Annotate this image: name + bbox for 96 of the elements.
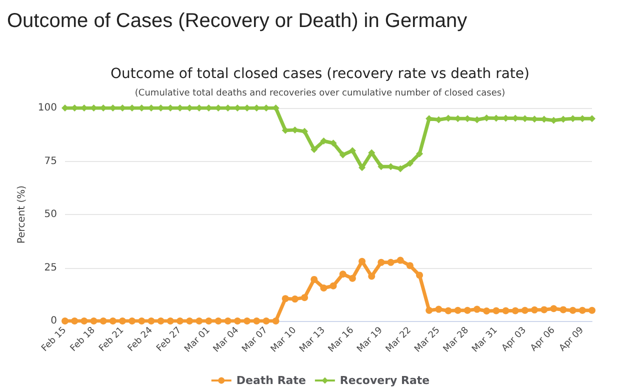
point	[521, 306, 528, 314]
point	[128, 318, 136, 324]
point	[531, 306, 538, 314]
point	[224, 318, 232, 324]
point	[368, 149, 376, 156]
point	[358, 258, 366, 265]
x-tick-label: Feb 27	[155, 325, 184, 354]
point	[588, 306, 596, 314]
x-tick-label: Mar 01	[183, 325, 212, 355]
x-tick-label: Feb 21	[98, 325, 126, 354]
point	[492, 307, 500, 314]
x-tick-label: Apr 09	[558, 325, 586, 354]
point	[310, 146, 318, 154]
point	[396, 256, 404, 264]
point	[109, 318, 116, 324]
x-tick-label: Feb 24	[126, 325, 155, 354]
point	[176, 318, 184, 324]
x-tick-label: Feb 15	[40, 325, 69, 354]
legend-label: Recovery Rate	[340, 374, 430, 387]
point	[301, 294, 308, 302]
y-tick-label: 100	[38, 102, 57, 114]
x-tick-label: Mar 16	[326, 325, 356, 355]
point	[454, 306, 462, 314]
point	[330, 140, 337, 147]
point	[186, 318, 194, 324]
point	[578, 306, 586, 314]
point	[90, 318, 98, 324]
point	[396, 165, 404, 172]
x-tick-label: Mar 07	[240, 325, 270, 355]
x-tick-label: Feb 18	[68, 325, 98, 354]
x-tick-label: Mar 19	[356, 325, 385, 355]
x-tick-label: Mar 04	[212, 325, 242, 355]
point	[62, 318, 68, 324]
point	[464, 306, 471, 314]
y-tick-label: 75	[44, 156, 57, 167]
x-tick-label: Mar 13	[298, 325, 328, 355]
point	[262, 318, 270, 324]
point	[339, 151, 346, 158]
point	[560, 306, 567, 314]
point	[444, 307, 452, 314]
x-tick-label: Mar 22	[384, 325, 414, 355]
point	[406, 262, 414, 270]
y-axis-title: Percent (%)	[16, 185, 28, 244]
x-tick-label: Mar 10	[269, 325, 299, 355]
point	[80, 318, 88, 324]
point	[483, 307, 490, 314]
point	[550, 305, 558, 312]
point	[138, 318, 146, 324]
point	[339, 270, 346, 278]
point	[301, 128, 308, 135]
point	[253, 318, 260, 324]
point	[474, 306, 481, 313]
point	[435, 306, 442, 313]
point	[214, 318, 222, 324]
point	[272, 318, 280, 324]
point	[426, 306, 433, 314]
point	[71, 318, 78, 324]
y-tick-label: 25	[44, 262, 57, 274]
point	[282, 295, 289, 302]
point	[166, 318, 174, 324]
point	[416, 150, 424, 158]
y-tick-label: 50	[44, 209, 57, 220]
point	[205, 318, 212, 324]
text: (Cumulative total deaths and recoveries over cumulative number of closed cases)	[134, 88, 506, 98]
x-tick-label: Mar 28	[442, 325, 472, 355]
point	[406, 160, 414, 167]
point	[320, 284, 328, 292]
x-tick-label: Apr 03	[500, 325, 528, 354]
point	[157, 318, 164, 324]
legend-label: Death Rate	[236, 374, 306, 387]
x-tick-label: Mar 31	[470, 325, 500, 355]
point	[148, 318, 155, 324]
point	[540, 306, 548, 314]
point	[291, 296, 298, 303]
point	[348, 147, 356, 154]
point	[512, 307, 519, 314]
point	[502, 307, 510, 314]
point	[234, 318, 241, 324]
point	[378, 258, 385, 266]
point	[387, 258, 394, 266]
point	[100, 318, 107, 324]
chart-subtitle: Outcome of total closed cases (recovery rate vs death rate)	[110, 66, 530, 82]
x-tick-label: Apr 06	[529, 325, 558, 354]
point	[348, 274, 356, 282]
point	[119, 318, 126, 324]
point	[244, 318, 251, 324]
x-tick-label: Mar 25	[413, 325, 442, 355]
point	[368, 272, 376, 280]
point	[569, 306, 576, 314]
point	[416, 272, 424, 279]
chart-title: Outcome of Cases (Recovery or Death) in Germany	[7, 10, 468, 32]
point	[196, 318, 203, 324]
point	[330, 282, 337, 290]
point	[320, 138, 328, 145]
point	[310, 276, 318, 283]
y-tick-label: 0	[50, 316, 57, 326]
